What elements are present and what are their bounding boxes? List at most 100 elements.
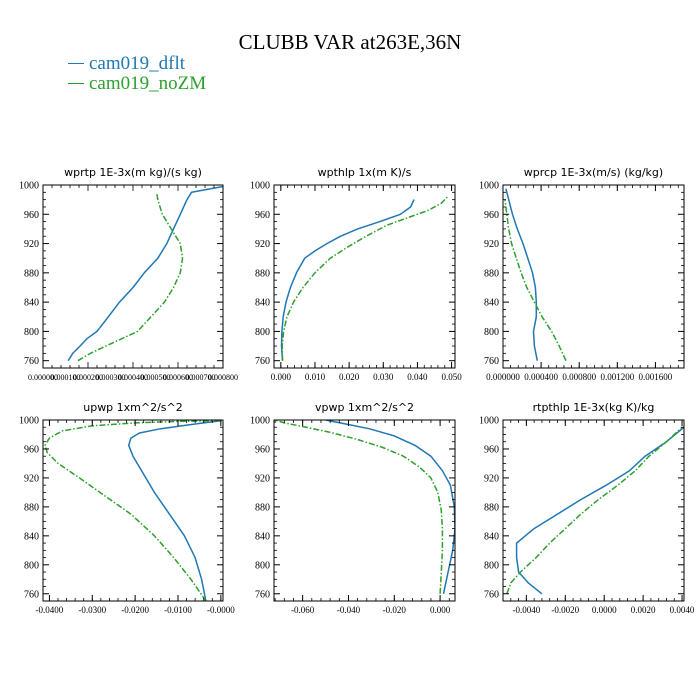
x-tick-label: 0.030 [373, 372, 394, 382]
y-tick-label: 960 [24, 210, 39, 221]
y-tick-label: 1000 [19, 416, 39, 427]
series-line-cam019-nozm [274, 420, 444, 594]
series-line-cam019-dflt [515, 426, 684, 595]
series-line-cam019-nozm [506, 426, 683, 595]
series-line-cam019-nozm [281, 195, 449, 361]
y-tick-label: 840 [255, 298, 270, 309]
y-tick-label: 760 [255, 589, 270, 600]
x-tick-label: 0.000200 [73, 373, 103, 382]
y-tick-label: 920 [24, 239, 39, 250]
series-line-cam019-dflt [325, 420, 455, 594]
y-tick-label: 880 [484, 268, 499, 279]
y-tick-label: 760 [484, 589, 499, 600]
x-tick-label: 0.000400 [524, 372, 558, 382]
x-tick-label: -0.0200 [121, 605, 149, 615]
plot-upwp: upwp 1xm^2/s^2 760 800 840 880 920 960 1000 -0.0… [19, 401, 235, 615]
y-tick-label: 960 [24, 444, 39, 455]
y-tick-label: 800 [484, 327, 499, 338]
plot-frame [273, 419, 456, 602]
x-tick-label: 0.0020 [631, 605, 656, 615]
x-tick-label: 0.001200 [600, 372, 634, 382]
y-tick-label: 800 [255, 560, 270, 571]
y-tick-label: 880 [255, 502, 270, 513]
y-tick-label: 1000 [19, 181, 39, 192]
y-tick-label: 760 [255, 356, 270, 367]
y-tick-label: 840 [484, 298, 499, 309]
x-tick-label: -0.0020 [551, 605, 579, 615]
y-tick-label: 880 [255, 268, 270, 279]
y-tick-label: 920 [255, 239, 270, 250]
x-tick-label: 0.000000 [28, 373, 58, 382]
plot-frame [42, 419, 224, 602]
y-tick-label: 920 [255, 473, 270, 484]
plot-title: wprcp 1E-3x(m/s) (kg/kg) [524, 166, 663, 179]
plot-vpwp: vpwp 1xm^2/s^2 760 800 840 880 920 960 1000 -0.0… [250, 401, 456, 615]
legend-swatch-dflt [68, 63, 84, 65]
plot-title: vpwp 1xm^2/s^2 [315, 401, 414, 414]
y-tick-label: 880 [24, 268, 39, 279]
x-tick-label: 0.010 [305, 372, 326, 382]
y-tick-label: 760 [24, 589, 39, 600]
y-tick-label: 760 [484, 356, 499, 367]
x-tick-label: 0.0000 [592, 605, 617, 615]
y-tick-label: 840 [24, 298, 39, 309]
plot-title: upwp 1xm^2/s^2 [83, 401, 183, 414]
legend-label-nozm: cam019_noZM [89, 73, 207, 94]
y-tick-label: 1000 [479, 181, 499, 192]
plot-frame [502, 419, 685, 602]
x-tick-label: 0.020 [339, 372, 360, 382]
y-tick-label: 960 [255, 210, 270, 221]
x-tick-label: -0.0040 [512, 605, 540, 615]
y-tick-label: 960 [484, 444, 499, 455]
x-tick-label: 0.000600 [163, 373, 193, 382]
y-tick-label: 880 [484, 502, 499, 513]
x-tick-label: 0.040 [407, 372, 428, 382]
x-tick-label: 0.000700 [186, 373, 216, 382]
y-tick-label: 800 [24, 327, 39, 338]
x-tick-label: 0.000800 [562, 372, 596, 382]
legend-item-dflt: cam019_dflt [68, 54, 185, 74]
plot-title: wpthlp 1x(m K)/s [318, 166, 412, 179]
y-tick-label: 1000 [479, 416, 499, 427]
y-tick-label: 800 [255, 327, 270, 338]
x-tick-label: -0.020 [383, 605, 407, 615]
plot-frame [273, 184, 456, 369]
legend-swatch-nozm [68, 83, 84, 85]
series-line-cam019-dflt [505, 188, 539, 361]
series-line-cam019-dflt [280, 199, 415, 361]
x-tick-label: 0.000500 [141, 373, 171, 382]
plot-title: rtpthlp 1E-3x(kg K)/kg [533, 401, 655, 414]
y-tick-label: 920 [24, 473, 39, 484]
y-tick-label: 1000 [250, 181, 270, 192]
series-line-cam019-nozm [44, 420, 221, 601]
x-tick-label: -0.0300 [78, 605, 106, 615]
y-tick-label: 800 [24, 560, 39, 571]
plot-wpthlp: wpthlp 1x(m K)/s 760 800 840 880 920 960 1000 0.… [250, 166, 462, 382]
legend-label-dflt: cam019_dflt [89, 53, 186, 74]
y-tick-label: 920 [484, 473, 499, 484]
plot-wprtp: wprtp 1E-3x(m kg)/(s kg) 760 800 840 880 920 9… [19, 166, 238, 382]
y-tick-label: 840 [484, 531, 499, 542]
x-tick-label: 0.000400 [118, 373, 148, 382]
x-tick-label: -0.0000 [207, 605, 235, 615]
series-line-cam019-dflt [127, 420, 221, 601]
x-tick-label: -0.0400 [36, 605, 64, 615]
y-tick-label: 960 [255, 444, 270, 455]
series-line-cam019-dflt [67, 185, 223, 362]
figure-title: CLUBB VAR at263E,36N [238, 30, 462, 54]
x-tick-label: -0.060 [291, 605, 315, 615]
x-tick-label: 0.001600 [639, 372, 673, 382]
x-tick-label: 0.050 [441, 372, 462, 382]
x-tick-label: 0.0040 [670, 605, 695, 615]
y-tick-label: 840 [255, 531, 270, 542]
plot-frame [42, 184, 224, 369]
series-line-cam019-nozm [77, 192, 184, 362]
x-tick-label: 0.000 [430, 605, 451, 615]
x-tick-label: 0.000000 [486, 372, 520, 382]
plot-title: wprtp 1E-3x(m kg)/(s kg) [64, 166, 202, 179]
y-tick-label: 800 [484, 560, 499, 571]
y-tick-label: 920 [484, 239, 499, 250]
x-tick-label: 0.000300 [96, 373, 126, 382]
x-tick-label: -0.0100 [164, 605, 192, 615]
